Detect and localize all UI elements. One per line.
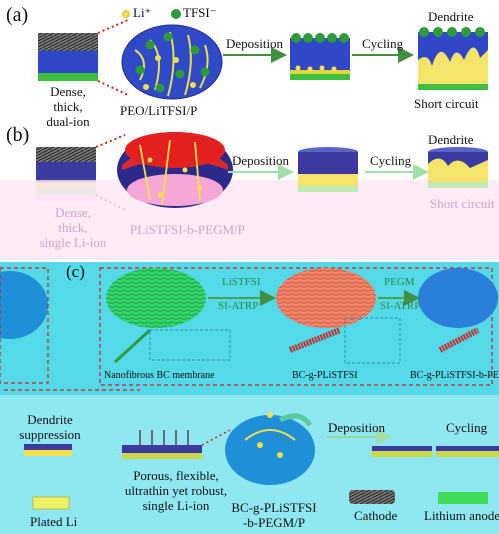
li-ion [143,84,149,90]
dendrite-label-b: Dendrite [428,132,474,147]
panel-b-pink-wash [0,180,499,260]
panel-c-label: (c) [66,262,85,281]
panel-a-label: (a) [6,4,29,26]
anode-caption-b: Dense, thick, single Li-ion [39,205,107,250]
plated-li-layer [290,70,350,74]
tfsi-ion [155,83,165,93]
grafted-membrane-ellipse [276,268,376,328]
porous-membrane-block [122,445,202,453]
tfsi-ion [190,45,200,55]
electrolyte-label-b: PLiSTFSI-b-PEGM/P [130,222,245,237]
legend-plated-li-swatch [32,496,70,510]
graft1-label: BC-g-PLiSTFSI [292,370,358,381]
legend-lithium-anode: Lithium anode [424,508,499,523]
cathode-fiber-top [36,147,96,162]
dendrite-suppression-cell [24,444,72,450]
electrolyte-label-c: BC-g-PLiSTFSI -b-PEGM/P [231,500,317,530]
deposition-label-b: Deposition [232,153,290,168]
deposition-cell [298,152,358,174]
cathode-fiber-top [38,33,98,51]
tfsi-legend-dot [171,9,181,19]
electrolyte-label-a: PEO/LiTFSI/P [120,103,198,118]
tfsi-ion [163,32,173,42]
legend-plated-li: Plated Li [30,514,78,529]
membrane-label: Nanofibrous BC membrane [104,370,215,381]
electrolyte-block [38,51,98,73]
li-ion [190,82,196,88]
zoom-connector-bottom [97,80,129,96]
tfsi-ion [135,65,145,75]
li-legend-label: Li⁺ [133,5,152,20]
legend-cathode: Cathode [354,508,398,523]
dendrite-suppression-caption: Dendrite suppression [19,412,81,442]
plated-li-layer [298,174,358,186]
synthesis-box [99,267,493,386]
legend-cathode-swatch [349,490,395,504]
dendrite-label-a: Dendrite [428,9,474,24]
short-circuit-label-a: Short circuit [414,96,479,111]
pink-phase [127,174,223,206]
legend-lithium-anode-swatch [438,492,488,504]
li-ion [155,55,161,61]
lithium-anode-layer [290,74,350,80]
graft2-label: BC-g-PLiSTFSI-b-PEGM [410,370,499,381]
panel-c-graphics [0,262,499,534]
deposition-label-a: Deposition [226,36,284,51]
block-grafted-ellipse [418,268,498,328]
step1-bottom-label: SI-ATRP [218,300,259,312]
tfsi-legend-label: TFSI⁻ [183,5,217,20]
deposition-label-c: Deposition [328,420,386,435]
tfsi-ion [200,67,210,77]
bc-membrane-ellipse [106,268,206,328]
cycling-label-b: Cycling [370,153,412,168]
anode-caption-a: Dense, thick, dual-ion [46,84,90,129]
panel-b-label: (b) [6,124,30,146]
panel-b-graphics [0,132,499,260]
zoom-connector-top [97,19,129,34]
li-legend-dot [122,10,130,18]
tfsi-ion [175,69,185,79]
cycling-label-a: Cycling [362,36,404,51]
bc-partial-ellipse [0,271,48,339]
electrolyte-block [36,162,96,182]
step1-top-label: LiSTFSI [222,276,261,288]
panel-a-graphics [38,9,488,100]
li-ion [173,57,179,63]
step2-bottom-label: SI-ATRP [380,300,421,312]
short-circuit-label-b: Short circuit [430,196,495,211]
membrane-caption: Porous, flexible, ultrathin yet robust, … [124,468,228,513]
dendrite-growth [418,47,488,84]
cycling-label-c: Cycling [446,420,488,435]
lithium-anode-layer [38,73,98,81]
bc-electrolyte-ellipse [225,415,315,485]
tfsi-ion [145,40,155,50]
step2-top-label: PEGM [384,276,415,288]
